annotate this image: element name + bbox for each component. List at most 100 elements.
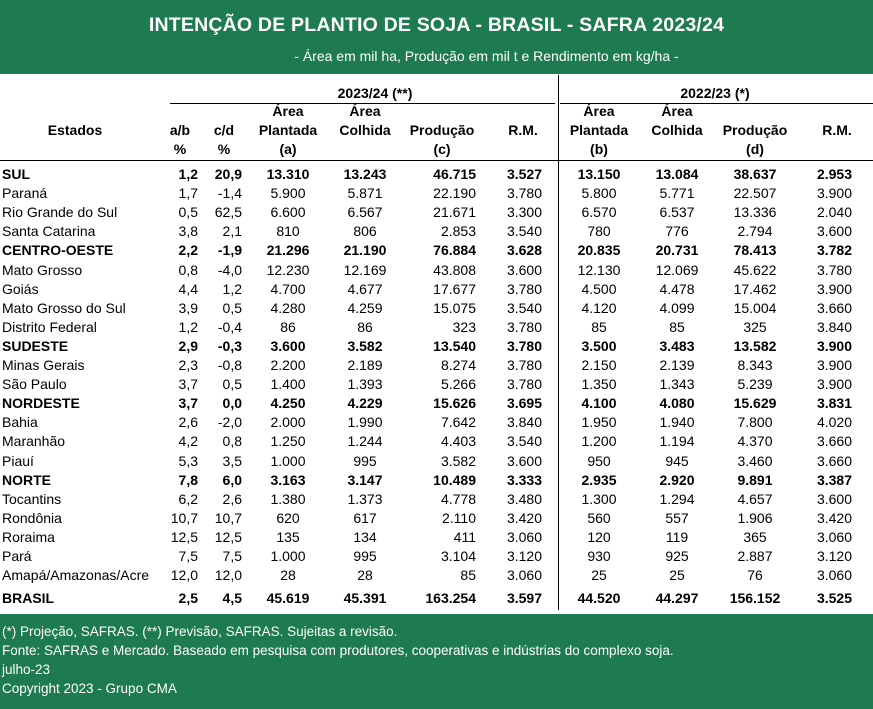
cell-rm2: 3.525 bbox=[816, 590, 852, 606]
cell-rm: 3.527 bbox=[506, 166, 542, 182]
cell-ac2: 945 bbox=[665, 452, 689, 469]
cell-prod2: 15.629 bbox=[733, 395, 777, 412]
cell-ap: 1.380 bbox=[270, 490, 306, 507]
row-state-name: NORTE bbox=[2, 471, 51, 488]
cell-ac2: 4.099 bbox=[659, 299, 695, 316]
cell-ac: 2.189 bbox=[347, 357, 383, 373]
cell-ac: 806 bbox=[353, 223, 377, 240]
cell-ac2: 5.771 bbox=[659, 185, 695, 202]
cell-ac: 21.190 bbox=[343, 242, 387, 259]
page-subtitle: - Área em mil ha, Produção em mil t e Re… bbox=[294, 48, 679, 64]
cell-ap2: 13.150 bbox=[577, 166, 621, 182]
cell-cd: 2,6 bbox=[222, 490, 242, 507]
table-row: São Paulo 3,7 0,5 1.400 1.393 5.266 3.780 1.350… bbox=[0, 375, 873, 394]
cell-ac2: 1.194 bbox=[659, 433, 695, 450]
cell-ap: 13.310 bbox=[266, 166, 310, 182]
cell-ap2: 2.150 bbox=[581, 357, 617, 373]
cell-cd: -1,4 bbox=[217, 185, 242, 202]
cell-rm: 3.300 bbox=[506, 204, 542, 221]
cell-ap: 86 bbox=[280, 318, 296, 335]
cell-prod: 43.808 bbox=[433, 261, 476, 278]
cell-ap2: 5.800 bbox=[581, 185, 617, 202]
cell-cd: 10,7 bbox=[214, 509, 242, 526]
row-state-name: Amapá/Amazonas/Acre bbox=[2, 567, 150, 584]
cell-ac2: 13.084 bbox=[655, 166, 699, 182]
cell-prod2: 2.887 bbox=[737, 548, 773, 564]
cell-rm2: 2.040 bbox=[816, 204, 852, 221]
period-header-new: 2023/24 (**) bbox=[337, 85, 413, 101]
cell-ab: 12,5 bbox=[170, 528, 198, 545]
cell-prod2: 76 bbox=[747, 567, 763, 584]
table-row: Mato Grosso do Sul 3,9 0,5 4.280 4.259 15.075… bbox=[0, 299, 873, 318]
footer-note: (*) Projeção, SAFRAS. (**) Previsão, SAF… bbox=[2, 624, 398, 639]
table-row: NORTE 7,8 6,0 3.163 3.147 10.489 3.333 2.935 2.9… bbox=[0, 471, 873, 490]
cell-prod: 21.671 bbox=[433, 204, 476, 221]
cell-ap2: 20.835 bbox=[577, 242, 621, 259]
cell-prod2: 3.460 bbox=[737, 452, 773, 469]
row-state-name: Tocantins bbox=[2, 490, 62, 507]
cell-ab: 7,5 bbox=[178, 548, 198, 564]
header-d: (d) bbox=[746, 141, 764, 157]
cell-ap2: 560 bbox=[587, 509, 611, 526]
header-ab-unit: % bbox=[173, 141, 187, 157]
cell-prod: 76.884 bbox=[433, 242, 476, 259]
cell-ap2: 4.120 bbox=[581, 299, 617, 316]
cell-rm: 3.540 bbox=[506, 433, 542, 450]
cell-ab: 1,2 bbox=[178, 318, 198, 335]
cell-prod: 411 bbox=[453, 528, 476, 545]
cell-ap: 4.700 bbox=[270, 280, 306, 297]
cell-rm: 3.597 bbox=[506, 590, 542, 606]
cell-ac: 1.373 bbox=[347, 490, 383, 507]
cell-rm2: 3.660 bbox=[816, 452, 852, 469]
row-state-name: Bahia bbox=[2, 414, 38, 431]
cell-ap: 12.230 bbox=[266, 261, 310, 278]
table-row: Amapá/Amazonas/Acre 12,0 12,0 28 28 85 3.060 25… bbox=[0, 566, 873, 585]
cell-rm2: 3.780 bbox=[816, 261, 852, 278]
cell-ac2: 1.940 bbox=[659, 414, 695, 431]
cell-ap: 4.250 bbox=[270, 395, 306, 412]
cell-rm: 3.780 bbox=[506, 357, 542, 373]
cell-prod: 15.626 bbox=[433, 395, 476, 412]
table-row: Rondônia 10,7 10,7 620 617 2.110 3.420 560 557 1.… bbox=[0, 509, 873, 528]
cell-ab: 12,0 bbox=[170, 567, 198, 584]
cell-prod: 13.540 bbox=[433, 337, 476, 354]
cell-ac: 86 bbox=[357, 318, 373, 335]
cell-ap2: 120 bbox=[587, 528, 611, 545]
cell-ap: 28 bbox=[280, 567, 296, 584]
cell-ac: 134 bbox=[353, 528, 377, 545]
header-c: (c) bbox=[433, 141, 451, 157]
cell-rm: 3.420 bbox=[506, 509, 542, 526]
cell-ab: 2,5 bbox=[178, 590, 198, 606]
footer-source: Fonte: SAFRAS e Mercado. Baseado em pesq… bbox=[2, 643, 674, 658]
cell-cd: 0,5 bbox=[222, 299, 242, 316]
table-row: Pará 7,5 7,5 1.000 995 3.104 3.120 930 925 2.887 3… bbox=[0, 547, 873, 566]
cell-ab: 5,3 bbox=[178, 452, 198, 469]
cell-prod: 4.778 bbox=[440, 490, 476, 507]
cell-prod: 8.274 bbox=[440, 357, 476, 373]
cell-ap: 21.296 bbox=[266, 242, 310, 259]
cell-ab: 4,4 bbox=[178, 280, 198, 297]
cell-cd: -0,8 bbox=[217, 357, 242, 373]
table-row: Roraima 12,5 12,5 135 134 411 3.060 120 119 365 3.… bbox=[0, 528, 873, 547]
table-row: Distrito Federal 1,2 -0,4 86 86 323 3.780 85 85 3… bbox=[0, 318, 873, 337]
table-row: Bahia 2,6 -2,0 2.000 1.990 7.642 3.840 1.950 1.9… bbox=[0, 413, 873, 432]
cell-rm: 3.060 bbox=[506, 567, 542, 584]
cell-prod2: 45.622 bbox=[733, 261, 777, 278]
cell-rm2: 3.900 bbox=[816, 185, 852, 202]
cell-prod: 2.110 bbox=[442, 509, 476, 526]
cell-ap: 1.000 bbox=[270, 452, 306, 469]
cell-ap: 45.619 bbox=[266, 590, 310, 606]
footer-copyright: Copyright 2023 - Grupo CMA bbox=[2, 681, 177, 696]
cell-rm: 3.780 bbox=[506, 185, 542, 202]
cell-ap: 2.200 bbox=[270, 357, 306, 373]
cell-prod2: 78.413 bbox=[733, 242, 777, 259]
cell-ap2: 1.200 bbox=[581, 433, 617, 450]
header-cd: c/d bbox=[213, 122, 235, 138]
row-state-name: Rondônia bbox=[2, 509, 62, 526]
cell-cd: 6,0 bbox=[222, 471, 242, 488]
cell-ac: 4.229 bbox=[347, 395, 383, 412]
cell-prod: 46.715 bbox=[433, 166, 476, 182]
header-area-colhida-old: Área bbox=[661, 103, 693, 119]
cell-cd: 12,5 bbox=[214, 528, 242, 545]
cell-ap2: 4.100 bbox=[581, 395, 617, 412]
